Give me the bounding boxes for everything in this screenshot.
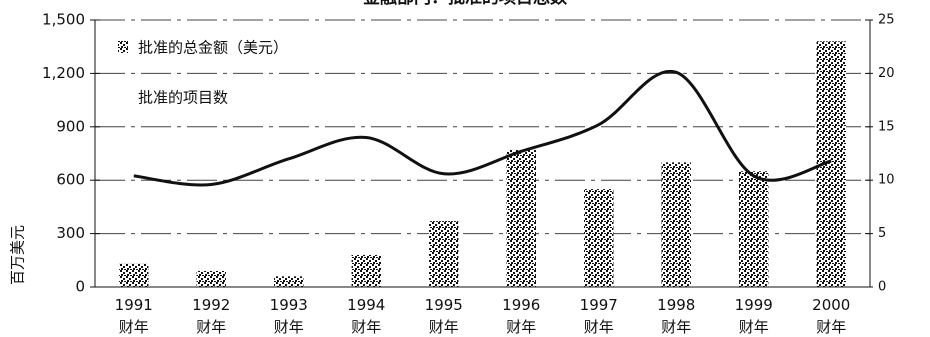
chart-title: 金融部门：批准的项目总数 bbox=[362, 0, 568, 8]
x-tick-line: 财年 bbox=[816, 318, 846, 336]
y-tick-label: 1,200 bbox=[42, 64, 85, 82]
x-tick-line: 1999 bbox=[735, 296, 773, 314]
y2-tick-label: 5 bbox=[878, 226, 886, 241]
bar bbox=[351, 254, 381, 287]
x-tick-line: 财年 bbox=[119, 318, 149, 336]
x-tick-line: 财年 bbox=[274, 318, 304, 336]
x-tick-label: 1992 财年 bbox=[192, 296, 230, 336]
x-tick-line: 1994 bbox=[347, 296, 385, 314]
x-tick-line: 财年 bbox=[739, 318, 769, 336]
x-tick-label: 2000 财年 bbox=[812, 296, 850, 336]
x-tick-label: 1999 财年 bbox=[735, 296, 773, 336]
y2-tick-label: 10 bbox=[878, 173, 895, 188]
x-tick-line: 财年 bbox=[351, 318, 381, 336]
y2-tick-label: 15 bbox=[878, 119, 895, 134]
bar bbox=[739, 171, 769, 287]
x-tick-label: 1998 财年 bbox=[657, 296, 695, 336]
y2-tick-label: 20 bbox=[878, 66, 895, 81]
x-tick-label: 1995 财年 bbox=[425, 296, 463, 336]
bar bbox=[661, 162, 691, 287]
bar bbox=[119, 263, 149, 287]
x-tick-line: 财年 bbox=[661, 318, 691, 336]
x-tick-line: 2000 bbox=[812, 296, 850, 314]
x-tick-line: 财年 bbox=[584, 318, 614, 336]
x-tick-label: 1993 财年 bbox=[270, 296, 308, 336]
x-tick-line: 1998 bbox=[657, 296, 695, 314]
x-tick-line: 1997 bbox=[580, 296, 618, 314]
legend-swatch bbox=[118, 41, 128, 53]
x-tick-line: 财年 bbox=[506, 318, 536, 336]
bar bbox=[274, 276, 304, 287]
legend-label: 批准的总金额（美元） bbox=[138, 39, 288, 57]
x-tick-line: 财年 bbox=[196, 318, 226, 336]
x-tick-line: 1991 bbox=[115, 296, 153, 314]
y-tick-label: 300 bbox=[56, 224, 85, 242]
x-tick-label: 1994 财年 bbox=[347, 296, 385, 336]
x-tick-line: 1995 bbox=[425, 296, 463, 314]
y2-tick-label: 25 bbox=[878, 13, 895, 28]
x-tick-label: 1997 财年 bbox=[580, 296, 618, 336]
line bbox=[133, 69, 832, 187]
y-tick-label: 1,500 bbox=[42, 11, 85, 29]
x-tick-line: 1992 bbox=[192, 296, 230, 314]
bar bbox=[429, 221, 459, 287]
legend-label: 批准的项目数 bbox=[138, 89, 228, 107]
bar bbox=[506, 149, 536, 287]
y-tick-label: 900 bbox=[56, 117, 85, 135]
y-axis-label: 百万美元 bbox=[9, 225, 27, 285]
y2-tick-label: 0 bbox=[878, 280, 886, 295]
bar bbox=[196, 270, 226, 287]
y-tick-label: 600 bbox=[56, 171, 85, 189]
x-tick-label: 1996 财年 bbox=[502, 296, 540, 336]
x-tick-label: 1991 财年 bbox=[115, 296, 153, 336]
x-tick-line: 财年 bbox=[429, 318, 459, 336]
y-tick-label: 0 bbox=[75, 278, 85, 296]
bar bbox=[584, 189, 614, 287]
x-tick-line: 1993 bbox=[270, 296, 308, 314]
x-tick-line: 1996 bbox=[502, 296, 540, 314]
